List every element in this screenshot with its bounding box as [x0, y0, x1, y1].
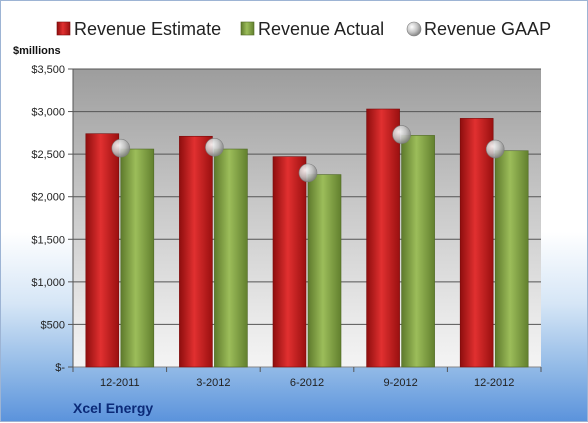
x-tick-label: 3-2012: [196, 377, 230, 389]
legend: Revenue Estimate Revenue Actual Revenue GA…: [56, 19, 551, 39]
y-tick-label: $3,000: [31, 107, 65, 119]
bar-revenue-actual: [214, 148, 248, 368]
marker-revenue-gaap: [298, 163, 318, 183]
bar-revenue-estimate: [179, 135, 213, 368]
y-tick-label: $-: [55, 362, 65, 374]
marker-revenue-gaap: [485, 139, 505, 159]
y-tick-label: $2,500: [31, 149, 65, 161]
bar-revenue-actual: [494, 150, 529, 368]
legend-marker-revenue-gaap: [406, 21, 422, 37]
marker-revenue-gaap: [392, 125, 411, 144]
y-tick-label: $500: [41, 319, 65, 331]
x-tick-label: 9-2012: [383, 377, 417, 389]
x-axis-ticks: 12-2011 3-2012 6-2012 9-2012 12-2012: [72, 367, 542, 389]
bar-revenue-estimate: [366, 108, 400, 368]
x-tick-label: 6-2012: [290, 377, 324, 389]
y-axis-unit-label: $millions: [13, 45, 61, 57]
bar-revenue-actual: [307, 174, 342, 368]
x-tick-label: 12-2011: [100, 377, 140, 389]
bar-revenue-estimate: [85, 133, 120, 368]
x-tick-label: 12-2012: [474, 377, 514, 389]
y-tick-label: $3,500: [31, 64, 65, 76]
company-name: Xcel Energy: [73, 400, 153, 416]
legend-marker-revenue-estimate: [56, 21, 71, 36]
legend-label: Revenue Estimate: [74, 19, 221, 39]
y-tick-label: $1,500: [31, 234, 65, 246]
y-tick-label: $2,000: [31, 192, 65, 204]
marker-revenue-gaap: [205, 138, 224, 157]
y-tick-label: $1,000: [31, 277, 65, 289]
bar-revenue-estimate: [272, 156, 307, 368]
y-axis-ticks: $- $500 $1,000 $1,500 $2,000 $2,500 $3,000 $3,5…: [31, 64, 74, 374]
bar-revenue-estimate: [459, 118, 494, 368]
bars: [85, 108, 529, 368]
bar-revenue-actual: [120, 148, 155, 368]
legend-label: Revenue Actual: [258, 19, 384, 39]
bar-revenue-actual: [401, 135, 435, 368]
marker-revenue-gaap: [111, 138, 131, 158]
legend-label: Revenue GAAP: [424, 19, 551, 39]
legend-marker-revenue-actual: [240, 21, 255, 36]
